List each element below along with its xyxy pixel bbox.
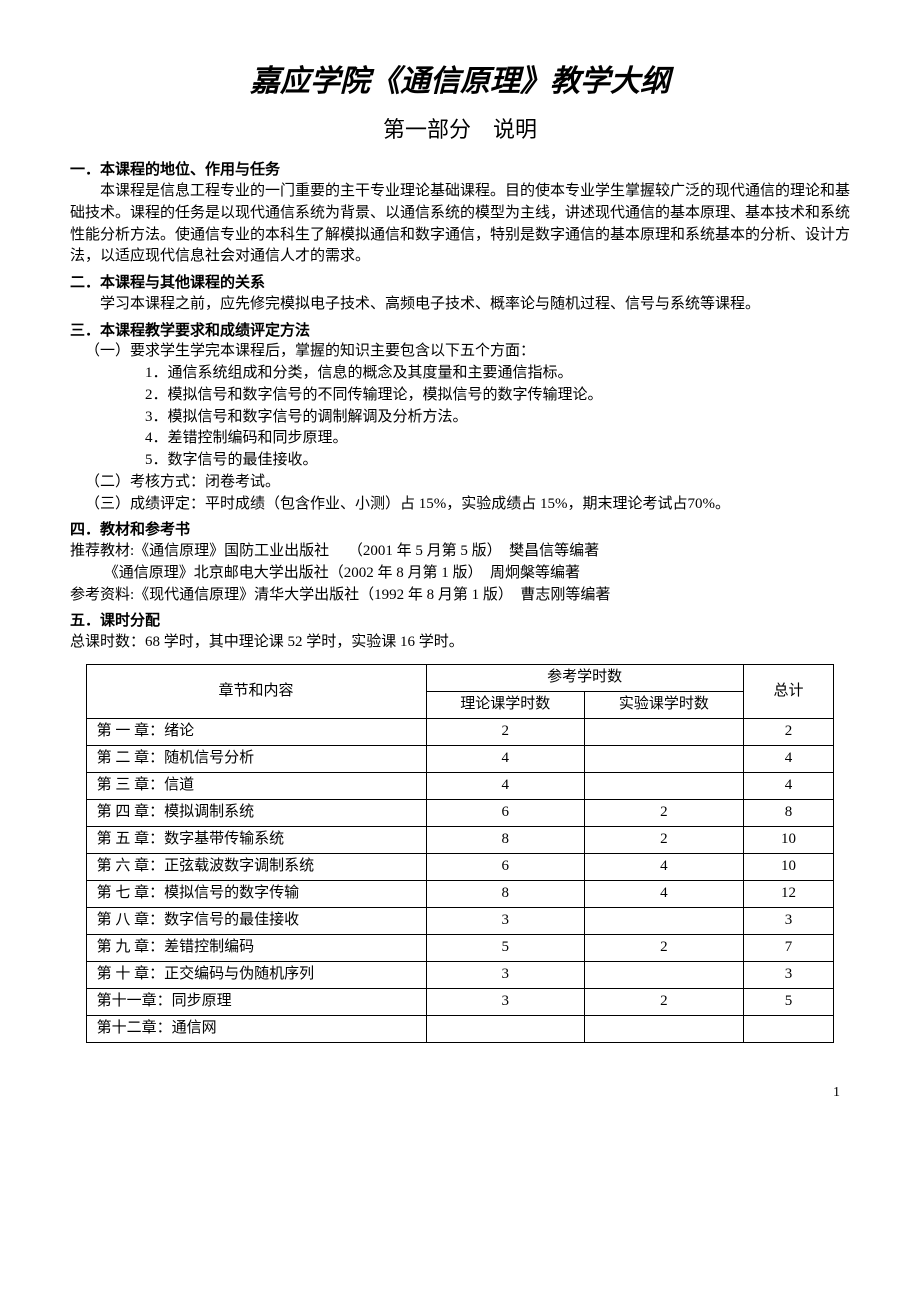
theory-cell: 4 — [426, 745, 585, 772]
table-row: 第十二章：通信网 — [86, 1015, 834, 1042]
hours-summary: 总课时数：68 学时，其中理论课 52 学时，实验课 16 学时。 — [70, 632, 850, 654]
lab-cell — [585, 907, 744, 934]
table-row: 第 十 章：正交编码与伪随机序列33 — [86, 961, 834, 988]
total-cell — [743, 1015, 834, 1042]
total-cell: 2 — [743, 718, 834, 745]
total-cell: 3 — [743, 907, 834, 934]
section-1-heading: 一．本课程的地位、作用与任务 — [70, 159, 850, 181]
table-header-row-1: 章节和内容 参考学时数 总计 — [86, 664, 834, 691]
table-row: 第 四 章：模拟调制系统628 — [86, 799, 834, 826]
col-total: 总计 — [743, 664, 834, 718]
theory-cell — [426, 1015, 585, 1042]
table-row: 第 一 章：绪论22 — [86, 718, 834, 745]
page-number: 1 — [70, 1083, 850, 1103]
document-title: 嘉应学院《通信原理》教学大纲 — [70, 60, 850, 104]
section-3-item-3: 3．模拟信号和数字信号的调制解调及分析方法。 — [70, 407, 850, 429]
total-cell: 12 — [743, 880, 834, 907]
lab-cell: 2 — [585, 826, 744, 853]
textbook-line-3: 参考资料:《现代通信原理》清华大学出版社（1992 年 8 月第 1 版） 曹志… — [70, 585, 850, 607]
total-cell: 7 — [743, 934, 834, 961]
lab-cell: 4 — [585, 853, 744, 880]
theory-cell: 3 — [426, 988, 585, 1015]
section-3-item-4: 4．差错控制编码和同步原理。 — [70, 428, 850, 450]
lab-cell: 2 — [585, 988, 744, 1015]
lab-cell: 2 — [585, 934, 744, 961]
total-cell: 8 — [743, 799, 834, 826]
table-row: 第 三 章：信道44 — [86, 772, 834, 799]
total-cell: 5 — [743, 988, 834, 1015]
lab-cell — [585, 718, 744, 745]
section-3-lead-3: （三）成绩评定：平时成绩（包含作业、小测）占 15%，实验成绩占 15%，期末理… — [70, 494, 850, 516]
lab-cell — [585, 772, 744, 799]
chapter-cell: 第 七 章：模拟信号的数字传输 — [86, 880, 426, 907]
total-cell: 4 — [743, 745, 834, 772]
theory-cell: 4 — [426, 772, 585, 799]
chapter-cell: 第十一章：同步原理 — [86, 988, 426, 1015]
section-2-heading: 二．本课程与其他课程的关系 — [70, 272, 850, 294]
total-cell: 10 — [743, 853, 834, 880]
section-3-item-1: 1．通信系统组成和分类，信息的概念及其度量和主要通信指标。 — [70, 363, 850, 385]
theory-cell: 5 — [426, 934, 585, 961]
section-3-lead-1: （一）要求学生学完本课程后，掌握的知识主要包含以下五个方面： — [70, 341, 850, 363]
chapter-cell: 第 六 章：正弦载波数字调制系统 — [86, 853, 426, 880]
table-row: 第十一章：同步原理325 — [86, 988, 834, 1015]
section-3-lead-2: （二）考核方式：闭卷考试。 — [70, 472, 850, 494]
chapter-cell: 第 十 章：正交编码与伪随机序列 — [86, 961, 426, 988]
col-lab: 实验课学时数 — [585, 691, 744, 718]
col-chapter: 章节和内容 — [86, 664, 426, 718]
theory-cell: 8 — [426, 880, 585, 907]
chapter-cell: 第 八 章：数字信号的最佳接收 — [86, 907, 426, 934]
chapter-cell: 第 一 章：绪论 — [86, 718, 426, 745]
theory-cell: 2 — [426, 718, 585, 745]
lab-cell: 4 — [585, 880, 744, 907]
chapter-cell: 第 九 章：差错控制编码 — [86, 934, 426, 961]
hours-table: 章节和内容 参考学时数 总计 理论课学时数 实验课学时数 第 一 章：绪论22第… — [86, 664, 835, 1043]
lab-cell: 2 — [585, 799, 744, 826]
section-4-heading: 四．教材和参考书 — [70, 519, 850, 541]
section-5-heading: 五．课时分配 — [70, 610, 850, 632]
chapter-cell: 第 四 章：模拟调制系统 — [86, 799, 426, 826]
theory-cell: 3 — [426, 907, 585, 934]
theory-cell: 6 — [426, 853, 585, 880]
section-3-item-2: 2．模拟信号和数字信号的不同传输理论，模拟信号的数字传输理论。 — [70, 385, 850, 407]
chapter-cell: 第十二章：通信网 — [86, 1015, 426, 1042]
table-row: 第 六 章：正弦载波数字调制系统6410 — [86, 853, 834, 880]
table-row: 第 九 章：差错控制编码527 — [86, 934, 834, 961]
chapter-cell: 第 五 章：数字基带传输系统 — [86, 826, 426, 853]
lab-cell — [585, 745, 744, 772]
total-cell: 4 — [743, 772, 834, 799]
textbook-line-2: 《通信原理》北京邮电大学出版社（2002 年 8 月第 1 版） 周炯槃等编著 — [70, 563, 850, 585]
chapter-cell: 第 三 章：信道 — [86, 772, 426, 799]
table-row: 第 五 章：数字基带传输系统8210 — [86, 826, 834, 853]
total-cell: 10 — [743, 826, 834, 853]
table-row: 第 二 章：随机信号分析44 — [86, 745, 834, 772]
col-reference-hours: 参考学时数 — [426, 664, 743, 691]
chapter-cell: 第 二 章：随机信号分析 — [86, 745, 426, 772]
section-1-body: 本课程是信息工程专业的一门重要的主干专业理论基础课程。目的使本专业学生掌握较广泛… — [70, 181, 850, 268]
theory-cell: 6 — [426, 799, 585, 826]
textbook-line-1: 推荐教材:《通信原理》国防工业出版社 （2001 年 5 月第 5 版） 樊昌信… — [70, 541, 850, 563]
section-2-body: 学习本课程之前，应先修完模拟电子技术、高频电子技术、概率论与随机过程、信号与系统… — [70, 294, 850, 316]
table-row: 第 八 章：数字信号的最佳接收33 — [86, 907, 834, 934]
section-3-heading: 三．本课程教学要求和成绩评定方法 — [70, 320, 850, 342]
section-3-item-5: 5．数字信号的最佳接收。 — [70, 450, 850, 472]
total-cell: 3 — [743, 961, 834, 988]
theory-cell: 8 — [426, 826, 585, 853]
document-subtitle: 第一部分 说明 — [70, 114, 850, 146]
col-theory: 理论课学时数 — [426, 691, 585, 718]
lab-cell — [585, 1015, 744, 1042]
lab-cell — [585, 961, 744, 988]
table-row: 第 七 章：模拟信号的数字传输8412 — [86, 880, 834, 907]
theory-cell: 3 — [426, 961, 585, 988]
